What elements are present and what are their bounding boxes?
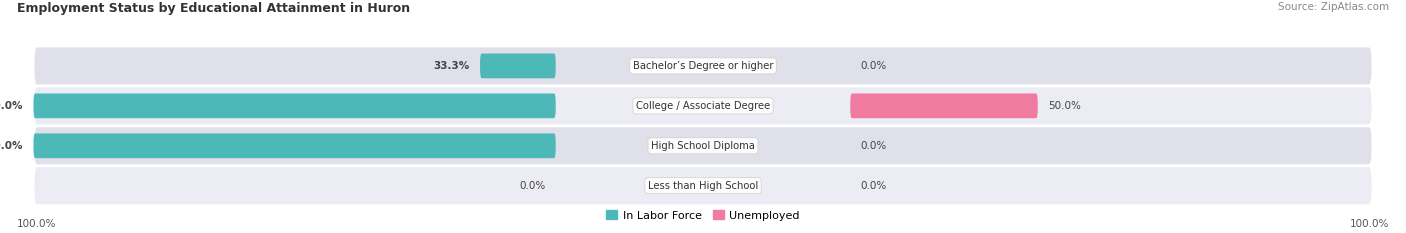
Text: College / Associate Degree: College / Associate Degree [636, 101, 770, 111]
FancyBboxPatch shape [34, 93, 555, 118]
FancyBboxPatch shape [479, 54, 555, 78]
Text: 100.0%: 100.0% [1350, 219, 1389, 229]
Text: 0.0%: 0.0% [860, 181, 887, 191]
Text: 100.0%: 100.0% [17, 219, 56, 229]
Text: Employment Status by Educational Attainment in Huron: Employment Status by Educational Attainm… [17, 2, 411, 15]
Text: 100.0%: 100.0% [0, 101, 24, 111]
Text: 33.3%: 33.3% [434, 61, 470, 71]
Text: 50.0%: 50.0% [1047, 101, 1081, 111]
FancyBboxPatch shape [851, 93, 1038, 118]
Text: High School Diploma: High School Diploma [651, 141, 755, 151]
FancyBboxPatch shape [34, 126, 1372, 165]
Text: 0.0%: 0.0% [860, 141, 887, 151]
FancyBboxPatch shape [34, 46, 1372, 86]
Text: 0.0%: 0.0% [860, 61, 887, 71]
FancyBboxPatch shape [34, 86, 1372, 125]
FancyBboxPatch shape [34, 134, 555, 158]
Text: Source: ZipAtlas.com: Source: ZipAtlas.com [1278, 2, 1389, 12]
Legend: In Labor Force, Unemployed: In Labor Force, Unemployed [602, 206, 804, 225]
FancyBboxPatch shape [34, 166, 1372, 205]
Text: Less than High School: Less than High School [648, 181, 758, 191]
Text: Bachelor’s Degree or higher: Bachelor’s Degree or higher [633, 61, 773, 71]
Text: 0.0%: 0.0% [519, 181, 546, 191]
Text: 100.0%: 100.0% [0, 141, 24, 151]
